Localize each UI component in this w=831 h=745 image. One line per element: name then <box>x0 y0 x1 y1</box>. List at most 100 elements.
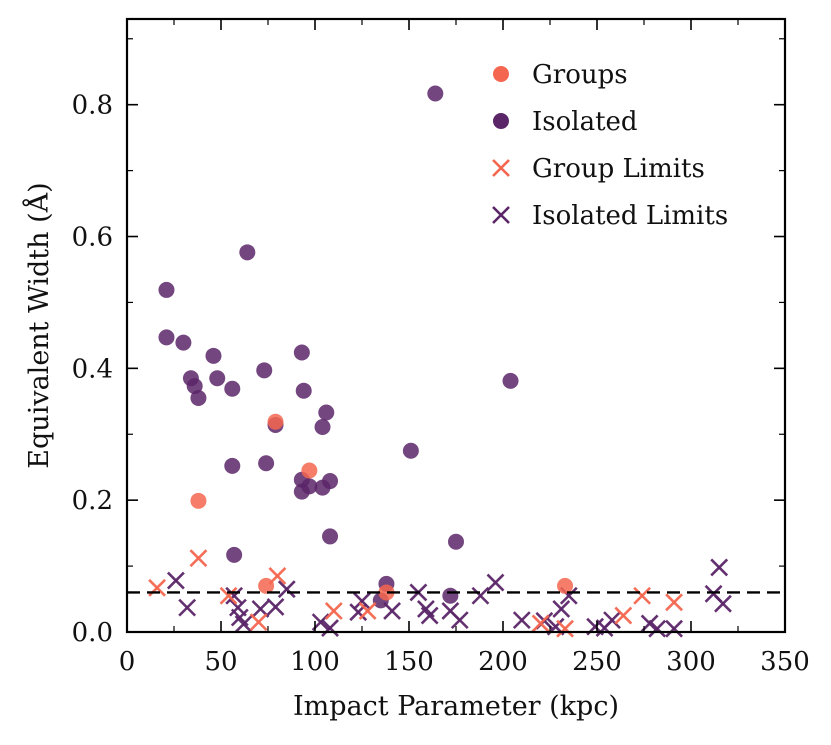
isolated-limits-point-stroke-b <box>450 611 469 630</box>
isolated-point <box>301 478 318 495</box>
isolated-limits-point <box>471 586 490 605</box>
group-limits-point-stroke-b <box>633 586 652 605</box>
isolated-point <box>322 528 339 545</box>
isolated-limits-point-stroke-b <box>420 606 439 625</box>
isolated-limits-point-stroke-b <box>225 586 244 605</box>
isolated-limits-point-stroke-b <box>230 608 249 627</box>
group-limits-point <box>665 593 683 612</box>
groups-point <box>190 492 207 509</box>
x-tick-labels: 0 50 100 150 200 250 300 350 <box>119 647 810 677</box>
isolated-limits-point <box>420 606 439 625</box>
isolated-limits-point-stroke-b <box>486 573 505 592</box>
isolated-limits-point <box>321 619 339 637</box>
isolated-limits-point-stroke-b <box>321 619 339 637</box>
isolated-point <box>448 533 464 550</box>
axis-ticks <box>126 19 786 633</box>
isolated-limits-point <box>266 598 285 616</box>
x-tick-label: 50 <box>204 647 237 677</box>
isolated-limits-point-stroke-b <box>229 598 247 617</box>
isolated-limits-point <box>552 600 571 618</box>
group-limits-point-stroke-b <box>531 614 550 633</box>
isolated-point <box>293 344 310 361</box>
legend-marker-groups <box>493 66 509 82</box>
isolated-limits-point <box>665 619 683 638</box>
group-limits-point-stroke-b <box>324 601 343 620</box>
group-limits-point-stroke-b <box>556 619 574 638</box>
isolated-limits-point-stroke-b <box>441 601 460 620</box>
group-limits-point-stroke-b <box>358 601 377 620</box>
series-groups <box>190 413 574 601</box>
isolated-limits-point-stroke-b <box>714 594 732 613</box>
legend-item-isolated: Isolated <box>493 107 638 137</box>
isolated-limits-point <box>714 594 732 613</box>
group-limits-point <box>249 613 268 632</box>
legend-item-groups: Groups <box>493 60 628 90</box>
isolated-limits-point-stroke-b <box>603 611 621 630</box>
group-limits-point-stroke-b <box>268 567 287 585</box>
group-limits-point <box>219 586 238 605</box>
isolated-point <box>314 419 331 436</box>
x-tick-label: 150 <box>384 647 434 677</box>
isolated-point <box>205 347 222 364</box>
isolated-point <box>158 329 175 346</box>
legend-label-group-limits: Group Limits <box>532 154 705 184</box>
isolated-limits-point-stroke-b <box>471 586 490 605</box>
isolated-limits-point-stroke-b <box>234 615 253 634</box>
isolated-point <box>209 370 226 387</box>
isolated-point <box>427 85 444 102</box>
legend: Groups Isolated Group Limits Isolated Limit… <box>492 60 728 231</box>
isolated-limits-point <box>603 611 621 630</box>
x-tick-label: 350 <box>760 647 810 677</box>
isolated-limits-point-stroke-b <box>665 619 683 638</box>
groups-point <box>378 584 395 601</box>
groups-point <box>301 462 318 479</box>
isolated-limits-point <box>166 571 185 590</box>
y-tick-label: 0.0 <box>72 618 113 648</box>
isolated-limits-point-stroke-b <box>353 592 371 610</box>
x-tick-label: 250 <box>572 647 622 677</box>
group-limits-point <box>633 586 652 605</box>
group-limits-point <box>268 567 287 585</box>
x-tick-label: 100 <box>290 647 340 677</box>
group-limits-point <box>189 549 208 568</box>
isolated-limits-point-stroke-b <box>710 558 729 577</box>
isolated-point <box>190 390 207 407</box>
legend-label-isolated-limits: Isolated Limits <box>532 201 728 231</box>
isolated-limits-point <box>710 558 729 577</box>
isolated-point <box>318 404 335 421</box>
group-limits-point <box>324 601 343 620</box>
isolated-point <box>226 546 243 563</box>
isolated-limits-point <box>383 601 401 620</box>
isolated-limits-point <box>234 615 253 634</box>
groups-point <box>267 413 284 430</box>
isolated-limits-point-stroke-b <box>417 600 435 618</box>
groups-point <box>557 577 574 594</box>
isolated-limits-point <box>648 619 667 638</box>
isolated-limits-point-stroke-b <box>178 598 197 617</box>
x-axis-title: Impact Parameter (kpc) <box>293 691 619 722</box>
group-limits-point-stroke-b <box>219 586 238 605</box>
y-axis-title: Equivalent Width (Å) <box>22 182 55 468</box>
legend-label-groups: Groups <box>532 60 628 90</box>
isolated-point <box>224 380 241 397</box>
series-isolated-limits <box>166 558 732 638</box>
group-limits-point-stroke-b <box>189 549 208 568</box>
isolated-point <box>402 442 419 459</box>
group-limits-point-stroke-b <box>665 593 683 612</box>
isolated-limits-point-stroke-b <box>251 600 270 618</box>
isolated-point <box>442 587 459 604</box>
isolated-limits-point-stroke-b <box>266 598 285 616</box>
isolated-point <box>158 281 175 298</box>
series-isolated <box>158 85 519 609</box>
y-tick-label: 0.8 <box>72 91 113 121</box>
isolated-point <box>256 362 273 379</box>
y-tick-label: 0.6 <box>72 223 113 253</box>
isolated-limits-point <box>178 598 197 617</box>
group-limits-point <box>358 601 377 620</box>
group-limits-point-stroke-b <box>614 606 633 625</box>
isolated-limits-point-stroke-b <box>559 586 578 605</box>
series-group-limits <box>148 549 683 638</box>
group-limits-point <box>556 619 574 638</box>
legend-item-group-limits: Group Limits <box>492 154 705 184</box>
y-tick-labels: 0.0 0.2 0.4 0.6 0.8 <box>72 91 113 648</box>
